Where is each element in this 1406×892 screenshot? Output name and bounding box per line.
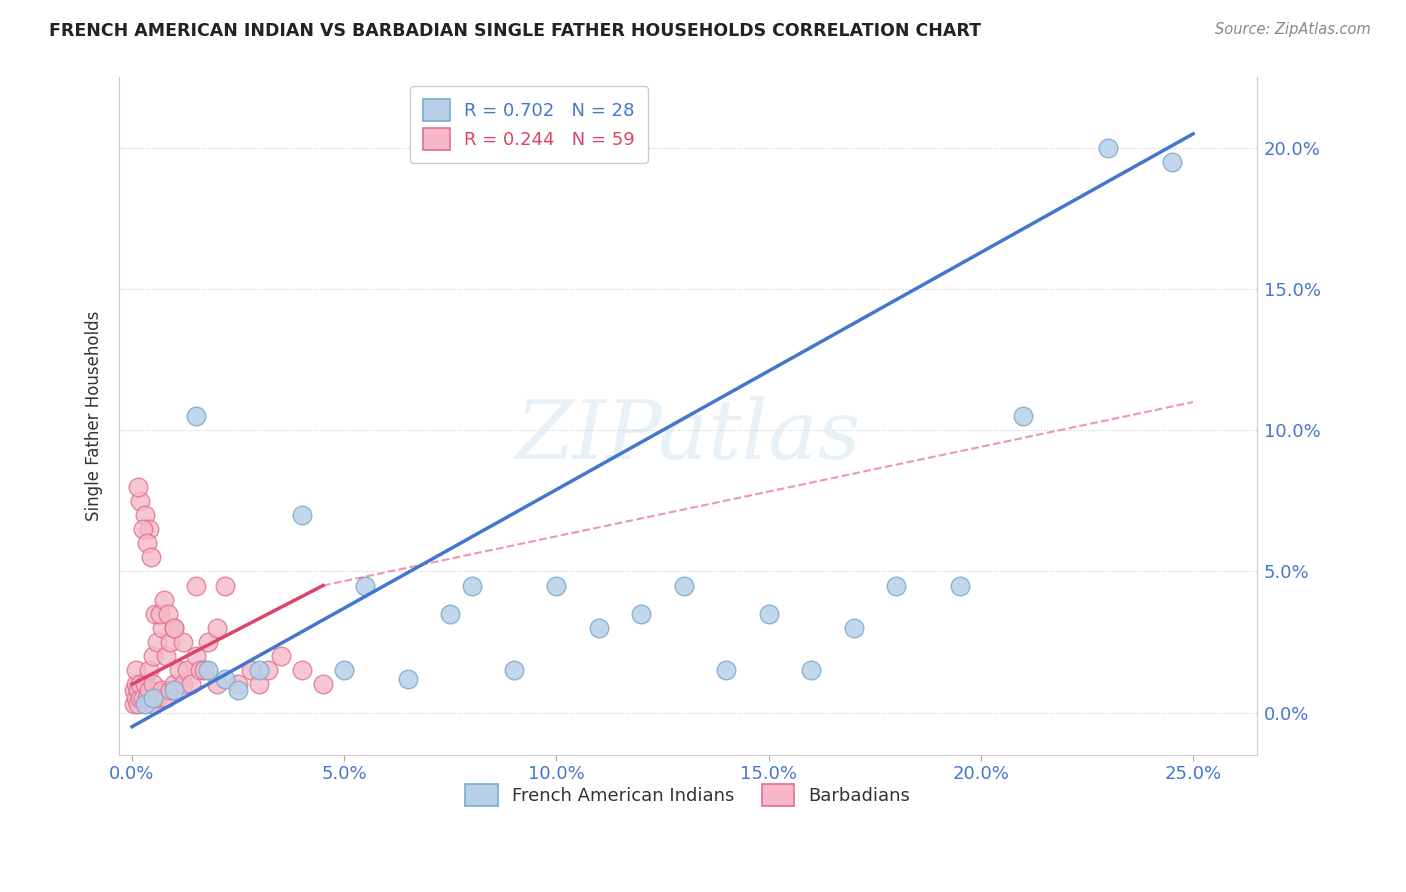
Point bbox=[176, 663, 198, 677]
Point bbox=[131, 691, 153, 706]
Point bbox=[127, 480, 149, 494]
Point bbox=[197, 663, 219, 677]
Point bbox=[159, 635, 181, 649]
Point bbox=[150, 683, 173, 698]
Point bbox=[163, 683, 186, 698]
Point bbox=[146, 635, 169, 649]
Point bbox=[1097, 141, 1119, 155]
Point bbox=[1012, 409, 1035, 424]
Point bbox=[134, 697, 156, 711]
Point bbox=[135, 536, 157, 550]
Point bbox=[138, 522, 160, 536]
Text: Source: ZipAtlas.com: Source: ZipAtlas.com bbox=[1215, 22, 1371, 37]
Point bbox=[184, 649, 207, 664]
Point bbox=[135, 691, 157, 706]
Point bbox=[949, 578, 972, 592]
Point bbox=[150, 621, 173, 635]
Point bbox=[256, 663, 278, 677]
Point bbox=[214, 672, 236, 686]
Point bbox=[184, 409, 207, 424]
Point bbox=[142, 691, 165, 706]
Point bbox=[291, 508, 314, 522]
Point bbox=[214, 578, 236, 592]
Point bbox=[142, 677, 165, 691]
Point bbox=[205, 621, 228, 635]
Point bbox=[193, 663, 215, 677]
Point bbox=[758, 607, 780, 621]
Point bbox=[270, 649, 292, 664]
Point bbox=[439, 607, 461, 621]
Point bbox=[155, 691, 177, 706]
Point bbox=[138, 683, 160, 698]
Point bbox=[127, 697, 149, 711]
Point bbox=[163, 621, 186, 635]
Point bbox=[226, 683, 249, 698]
Point bbox=[153, 592, 176, 607]
Point bbox=[333, 663, 356, 677]
Text: FRENCH AMERICAN INDIAN VS BARBADIAN SINGLE FATHER HOUSEHOLDS CORRELATION CHART: FRENCH AMERICAN INDIAN VS BARBADIAN SING… bbox=[49, 22, 981, 40]
Point bbox=[172, 677, 194, 691]
Point bbox=[247, 663, 270, 677]
Point bbox=[239, 663, 262, 677]
Point bbox=[800, 663, 823, 677]
Point bbox=[125, 677, 148, 691]
Point bbox=[129, 677, 152, 691]
Point bbox=[716, 663, 738, 677]
Point bbox=[247, 677, 270, 691]
Point bbox=[172, 635, 194, 649]
Point bbox=[630, 607, 652, 621]
Legend: French American Indians, Barbadians: French American Indians, Barbadians bbox=[458, 777, 918, 814]
Point bbox=[291, 663, 314, 677]
Point bbox=[142, 649, 165, 664]
Point bbox=[142, 697, 165, 711]
Point bbox=[134, 508, 156, 522]
Point bbox=[884, 578, 907, 592]
Point bbox=[131, 522, 153, 536]
Point bbox=[163, 677, 186, 691]
Point bbox=[226, 677, 249, 691]
Point bbox=[1160, 155, 1182, 169]
Point bbox=[197, 635, 219, 649]
Point bbox=[134, 677, 156, 691]
Point bbox=[122, 683, 145, 698]
Point bbox=[312, 677, 335, 691]
Point bbox=[842, 621, 865, 635]
Point bbox=[139, 550, 162, 565]
Y-axis label: Single Father Households: Single Father Households bbox=[86, 311, 103, 521]
Text: ZIPatlas: ZIPatlas bbox=[515, 397, 860, 476]
Point bbox=[163, 621, 186, 635]
Point bbox=[588, 621, 610, 635]
Point bbox=[188, 663, 211, 677]
Point bbox=[143, 607, 166, 621]
Point bbox=[155, 649, 177, 664]
Point bbox=[146, 691, 169, 706]
Point bbox=[354, 578, 377, 592]
Point bbox=[138, 663, 160, 677]
Point bbox=[159, 683, 181, 698]
Point bbox=[546, 578, 568, 592]
Point bbox=[149, 607, 172, 621]
Point bbox=[125, 663, 148, 677]
Point bbox=[503, 663, 526, 677]
Point bbox=[396, 672, 419, 686]
Point bbox=[157, 607, 180, 621]
Point bbox=[205, 677, 228, 691]
Point bbox=[184, 578, 207, 592]
Point bbox=[672, 578, 695, 592]
Point bbox=[180, 677, 202, 691]
Point bbox=[129, 691, 152, 706]
Point bbox=[125, 691, 148, 706]
Point bbox=[127, 683, 149, 698]
Point bbox=[122, 697, 145, 711]
Point bbox=[129, 493, 152, 508]
Point bbox=[460, 578, 482, 592]
Point bbox=[167, 663, 190, 677]
